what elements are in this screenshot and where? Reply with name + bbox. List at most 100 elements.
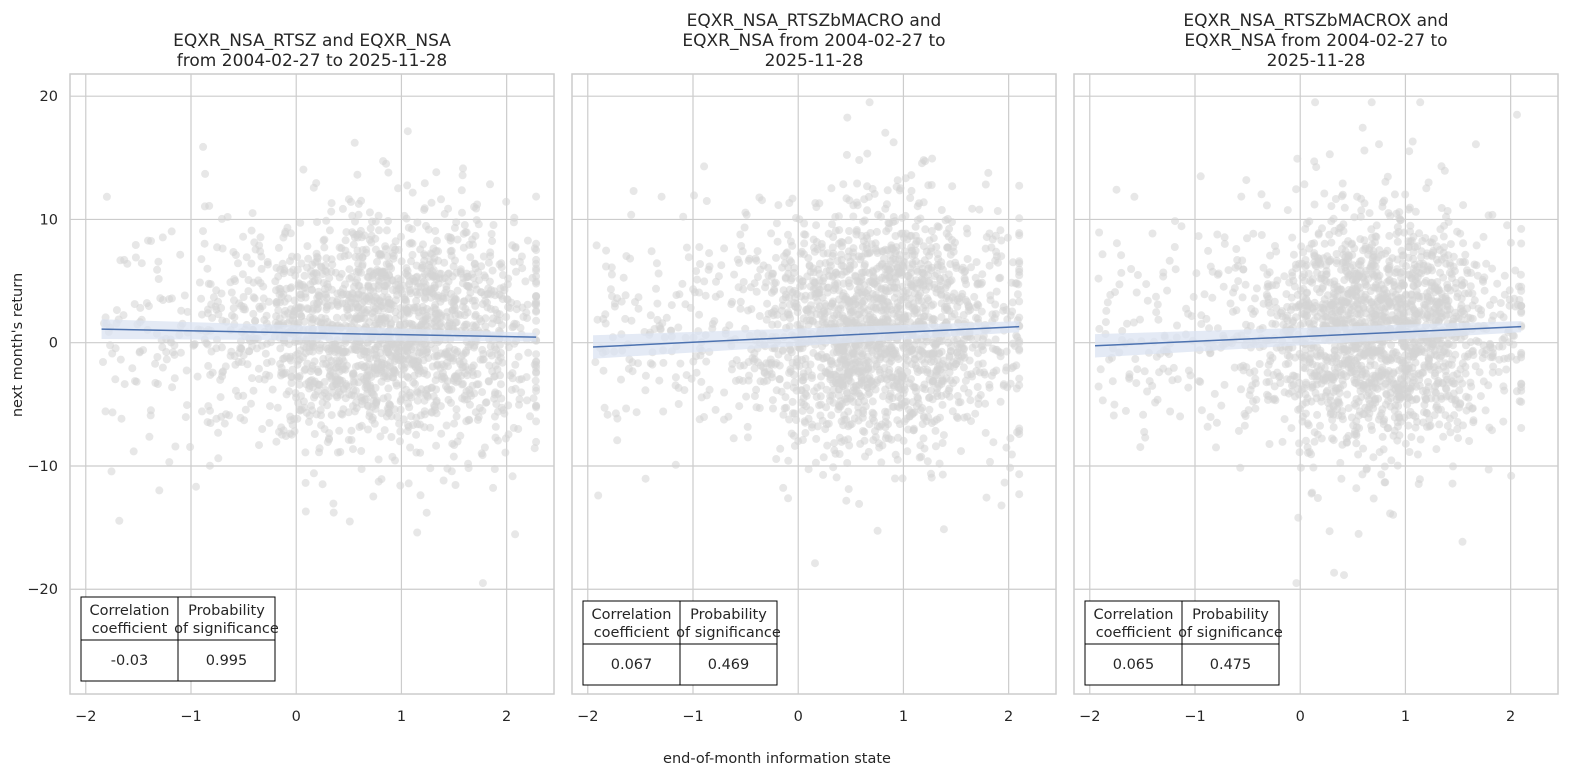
data-point [622, 291, 630, 299]
data-point [444, 322, 452, 330]
data-point [532, 417, 540, 425]
data-point [252, 246, 260, 254]
data-point [971, 410, 979, 418]
data-point [963, 413, 971, 421]
data-point [1294, 514, 1302, 522]
data-point [468, 236, 476, 244]
data-point [462, 347, 470, 355]
data-point [902, 415, 910, 423]
data-point [974, 383, 982, 391]
data-point [532, 267, 540, 275]
data-point [908, 247, 916, 255]
data-point [865, 420, 873, 428]
data-point [815, 401, 823, 409]
data-point [326, 226, 334, 234]
data-point [788, 430, 796, 438]
data-point [237, 414, 245, 422]
data-point [232, 251, 240, 259]
data-point [453, 412, 461, 420]
data-point [485, 362, 493, 370]
data-point [843, 114, 851, 122]
data-point [249, 209, 257, 217]
data-point [413, 529, 421, 537]
data-point [99, 358, 107, 366]
data-point [1415, 480, 1423, 488]
data-point [765, 272, 773, 280]
data-point [379, 157, 387, 165]
data-point [115, 517, 123, 525]
data-point [844, 253, 852, 261]
data-point [979, 346, 987, 354]
data-point [1166, 257, 1174, 265]
data-point [512, 385, 520, 393]
data-point [412, 414, 420, 422]
data-point [524, 349, 532, 357]
data-point [860, 297, 868, 305]
data-point [710, 317, 718, 325]
data-point [461, 221, 469, 229]
data-point [906, 295, 914, 303]
data-point [668, 301, 676, 309]
data-point [465, 416, 473, 424]
data-point [1231, 284, 1239, 292]
data-point [859, 243, 867, 251]
data-point [780, 286, 788, 294]
data-point [265, 419, 273, 427]
data-point [419, 261, 427, 269]
data-point [434, 247, 442, 255]
data-point [871, 190, 879, 198]
data-point [887, 344, 895, 352]
data-point [884, 299, 892, 307]
data-point [977, 391, 985, 399]
data-point [765, 310, 773, 318]
data-point [532, 292, 540, 300]
data-point [440, 362, 448, 370]
data-point [928, 474, 936, 482]
data-point [705, 249, 713, 257]
data-point [450, 453, 458, 461]
data-point [1456, 230, 1464, 238]
data-point [502, 198, 510, 206]
data-point [490, 221, 498, 229]
data-point [1501, 272, 1509, 280]
data-point [773, 219, 781, 227]
data-point [269, 386, 277, 394]
data-point [1163, 287, 1171, 295]
data-point [1144, 297, 1152, 305]
data-point [1115, 280, 1123, 288]
data-point [358, 465, 366, 473]
data-point [933, 389, 941, 397]
data-point [870, 410, 878, 418]
data-point [287, 283, 295, 291]
data-point [259, 283, 267, 291]
data-point [494, 351, 502, 359]
data-point [1359, 124, 1367, 132]
data-point [407, 289, 415, 297]
data-point [514, 425, 522, 433]
data-point [365, 273, 373, 281]
data-point [1326, 527, 1334, 535]
data-point [607, 285, 615, 293]
data-point [1014, 290, 1022, 298]
data-point [303, 242, 311, 250]
data-point [433, 237, 441, 245]
data-point [221, 420, 229, 428]
x-axis-label: end-of-month information state [663, 751, 891, 767]
data-point [502, 435, 510, 443]
data-point [447, 399, 455, 407]
data-point [1217, 402, 1225, 410]
data-point [1008, 451, 1016, 459]
data-point [842, 416, 850, 424]
data-point [687, 304, 695, 312]
data-point [1220, 283, 1228, 291]
data-point [870, 304, 878, 312]
data-point [943, 230, 951, 238]
data-point [407, 257, 415, 265]
data-point [440, 477, 448, 485]
data-point [929, 377, 937, 385]
data-point [642, 475, 650, 483]
data-point [102, 407, 110, 415]
data-point [375, 226, 383, 234]
data-point [396, 437, 404, 445]
